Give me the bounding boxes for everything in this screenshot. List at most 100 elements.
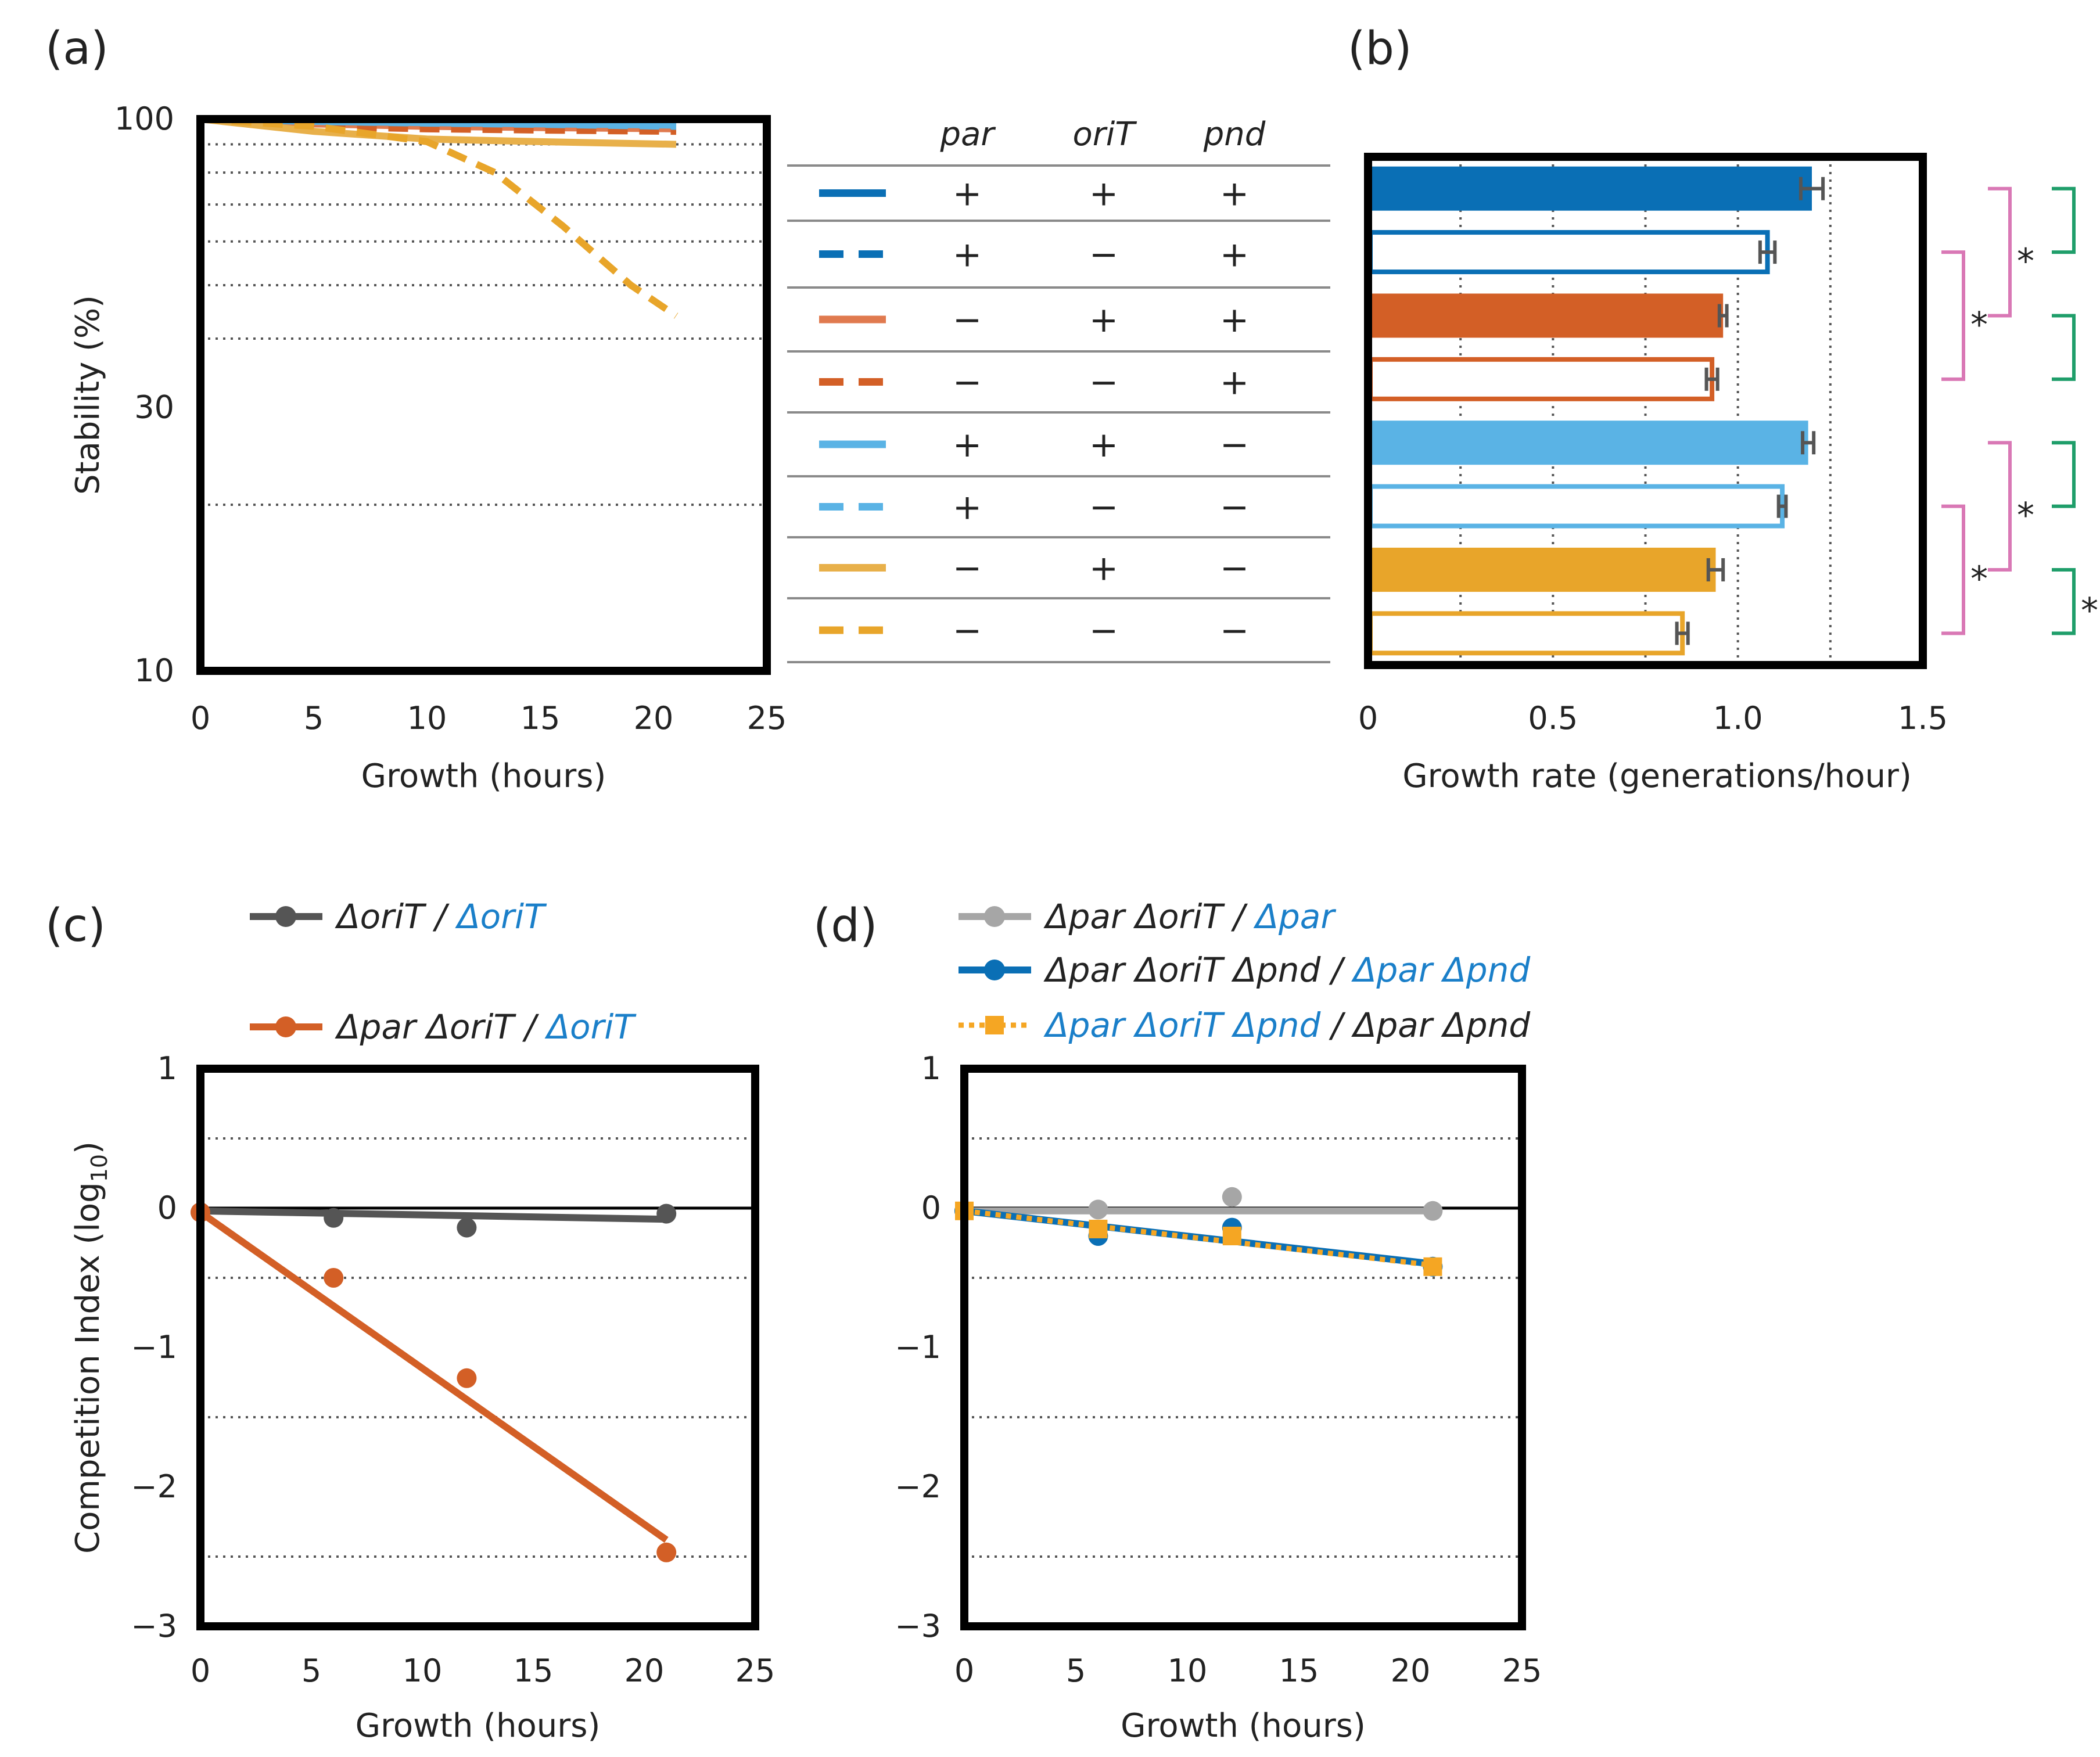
- series-group-a: [200, 116, 679, 319]
- point-c-1-3: [656, 1542, 677, 1562]
- x-tick-b-3: 1.5: [1898, 700, 1948, 736]
- point-d-0-1: [1088, 1199, 1108, 1220]
- x-tick-d-4: 20: [1391, 1652, 1431, 1689]
- point-c-1-1: [324, 1268, 344, 1288]
- y-tick-d-2: −1: [895, 1329, 941, 1366]
- legend-label-part-d-2-1: / Δpar Δpnd: [1320, 1005, 1531, 1045]
- table-cell-3-oriT: −: [1089, 362, 1118, 403]
- panel-d-competition-chart: Δpar ΔoriT / Δpar Δpar ΔoriT Δpnd / Δpar …: [895, 897, 1542, 1745]
- y-tick-d-0: 1: [921, 1050, 941, 1087]
- plot-frame-a: [196, 115, 771, 675]
- table-cell-0-oriT: +: [1089, 174, 1118, 214]
- y-axis-label-sub: 10: [87, 1154, 112, 1182]
- table-cell-2-oriT: +: [1089, 300, 1118, 340]
- x-tick-c-4: 20: [624, 1652, 665, 1689]
- panel-label-c: (c): [45, 900, 106, 952]
- plot-frame-c: [196, 1065, 759, 1630]
- point-c-1-2: [457, 1368, 477, 1388]
- x-tick-c-2: 10: [403, 1652, 443, 1689]
- table-cell-0-par: +: [953, 174, 982, 214]
- point-c-0-2: [457, 1217, 477, 1238]
- x-tick-a-4: 20: [634, 700, 674, 736]
- bar-6: [1368, 547, 1716, 592]
- genotype-legend-table: par oriT pnd + + + + − + − + + − − + + + − + − − − + − − − −: [787, 116, 1330, 663]
- table-cell-4-oriT: +: [1089, 425, 1118, 465]
- table-cell-1-par: +: [953, 235, 982, 275]
- table-header-pnd: pnd: [1203, 116, 1266, 153]
- y-tick-d-1: 0: [921, 1190, 941, 1226]
- point-d-0-2: [1222, 1187, 1242, 1207]
- comparison-bracket-1: [2052, 314, 2076, 381]
- point-c-0-1: [324, 1208, 344, 1228]
- table-cell-4-par: +: [953, 425, 982, 465]
- legend-label-d-1: Δpar ΔoriT Δpnd / Δpar Δpnd: [1043, 950, 1531, 990]
- table-header-oriT: oriT: [1072, 116, 1137, 153]
- y-tick-c-3: −2: [131, 1468, 177, 1505]
- y-tick-c-0: 1: [157, 1050, 177, 1087]
- bar-0: [1368, 166, 1812, 211]
- legend-label-part-d-0-1: Δpar: [1253, 897, 1336, 936]
- table-cell-6-par: −: [953, 548, 982, 589]
- legend-marker-d-1: [984, 960, 1005, 980]
- x-tick-c-0: 0: [191, 1652, 210, 1689]
- x-tick-d-1: 5: [1066, 1652, 1086, 1689]
- legend-label-part-c-0-0: ΔoriT /: [335, 897, 457, 936]
- table-cell-7-pnd: −: [1220, 610, 1249, 651]
- table-cell-6-oriT: +: [1089, 548, 1118, 589]
- comparison-bracket-7: [1941, 504, 1965, 635]
- comparison-bracket-3: [2052, 567, 2076, 635]
- legend-label-part-c-1-1: ΔoriT: [544, 1007, 637, 1047]
- table-cell-5-par: +: [953, 487, 982, 528]
- y-axis-label-c: Competition Index (log10): [69, 1141, 112, 1554]
- y-tick-c-1: 0: [157, 1190, 177, 1226]
- x-tick-d-5: 25: [1502, 1652, 1542, 1689]
- y-tick-c-2: −1: [131, 1329, 177, 1366]
- legend-label-d-0: Δpar ΔoriT / Δpar: [1043, 897, 1336, 936]
- y-tick-d-3: −2: [895, 1468, 941, 1505]
- x-axis-label-b: Growth rate (generations/hour): [1402, 757, 1912, 795]
- fit-line-c-0: [200, 1207, 667, 1223]
- comparison-bracket-0: [2052, 186, 2076, 254]
- x-tick-a-1: 5: [304, 700, 324, 736]
- table-cell-7-oriT: −: [1089, 610, 1118, 651]
- x-tick-c-5: 25: [735, 1652, 776, 1689]
- panel-label-b: (b): [1348, 23, 1412, 75]
- point-d-2-1: [1089, 1220, 1108, 1238]
- legend-label-c-1: Δpar ΔoriT / ΔoriT: [335, 1007, 637, 1047]
- x-tick-c-3: 15: [514, 1652, 554, 1689]
- point-d-2-3: [1423, 1257, 1442, 1276]
- panel-b-growth-rate-chart: 0 0.5 1.0 1.5 Growth rate (generations/hour)…: [1358, 153, 2098, 795]
- comparison-bracket-6-star: *: [2017, 495, 2034, 536]
- table-cell-2-pnd: +: [1220, 300, 1249, 340]
- x-tick-a-2: 10: [407, 700, 447, 736]
- x-axis-label-d: Growth (hours): [1121, 1707, 1366, 1745]
- x-tick-b-1: 0.5: [1528, 700, 1578, 736]
- legend-marker-c-0: [275, 906, 296, 927]
- comparison-bracket-2: [2052, 441, 2076, 508]
- comparison-bracket-7-star: *: [1970, 559, 1988, 599]
- legend-label-part-c-1-0: Δpar ΔoriT /: [335, 1007, 547, 1047]
- y-tick-d-4: −3: [895, 1608, 941, 1644]
- comparison-bracket-4-star: *: [2017, 241, 2034, 282]
- x-tick-d-3: 15: [1279, 1652, 1319, 1689]
- y-axis-label-a: Stability (%): [69, 295, 107, 495]
- series-line-a-7: [200, 116, 679, 319]
- fit-line-c-1: [198, 1209, 669, 1543]
- panel-label-a: (a): [45, 23, 109, 75]
- panel-a-stability-chart: 0 5 10 15 20 25 10 30 100 Growth (hours) Stability…: [69, 100, 787, 795]
- table-cell-3-pnd: +: [1220, 362, 1249, 403]
- legend-marker-d-0: [984, 906, 1005, 927]
- bar-5: [1368, 484, 1785, 529]
- point-d-2-2: [1222, 1227, 1241, 1245]
- y-tick-a-0: 10: [134, 652, 174, 689]
- x-tick-d-2: 10: [1168, 1652, 1208, 1689]
- table-cell-0-pnd: +: [1220, 174, 1249, 214]
- plot-frame-b: [1364, 153, 1927, 669]
- comparison-bracket-3-star: *: [2081, 591, 2098, 631]
- table-cell-5-oriT: −: [1089, 487, 1118, 528]
- panel-label-d: (d): [813, 900, 877, 952]
- table-cell-4-pnd: −: [1220, 425, 1249, 465]
- legend-label-part-d-0-0: Δpar ΔoriT /: [1043, 897, 1255, 936]
- x-axis-label-c: Growth (hours): [356, 1707, 601, 1745]
